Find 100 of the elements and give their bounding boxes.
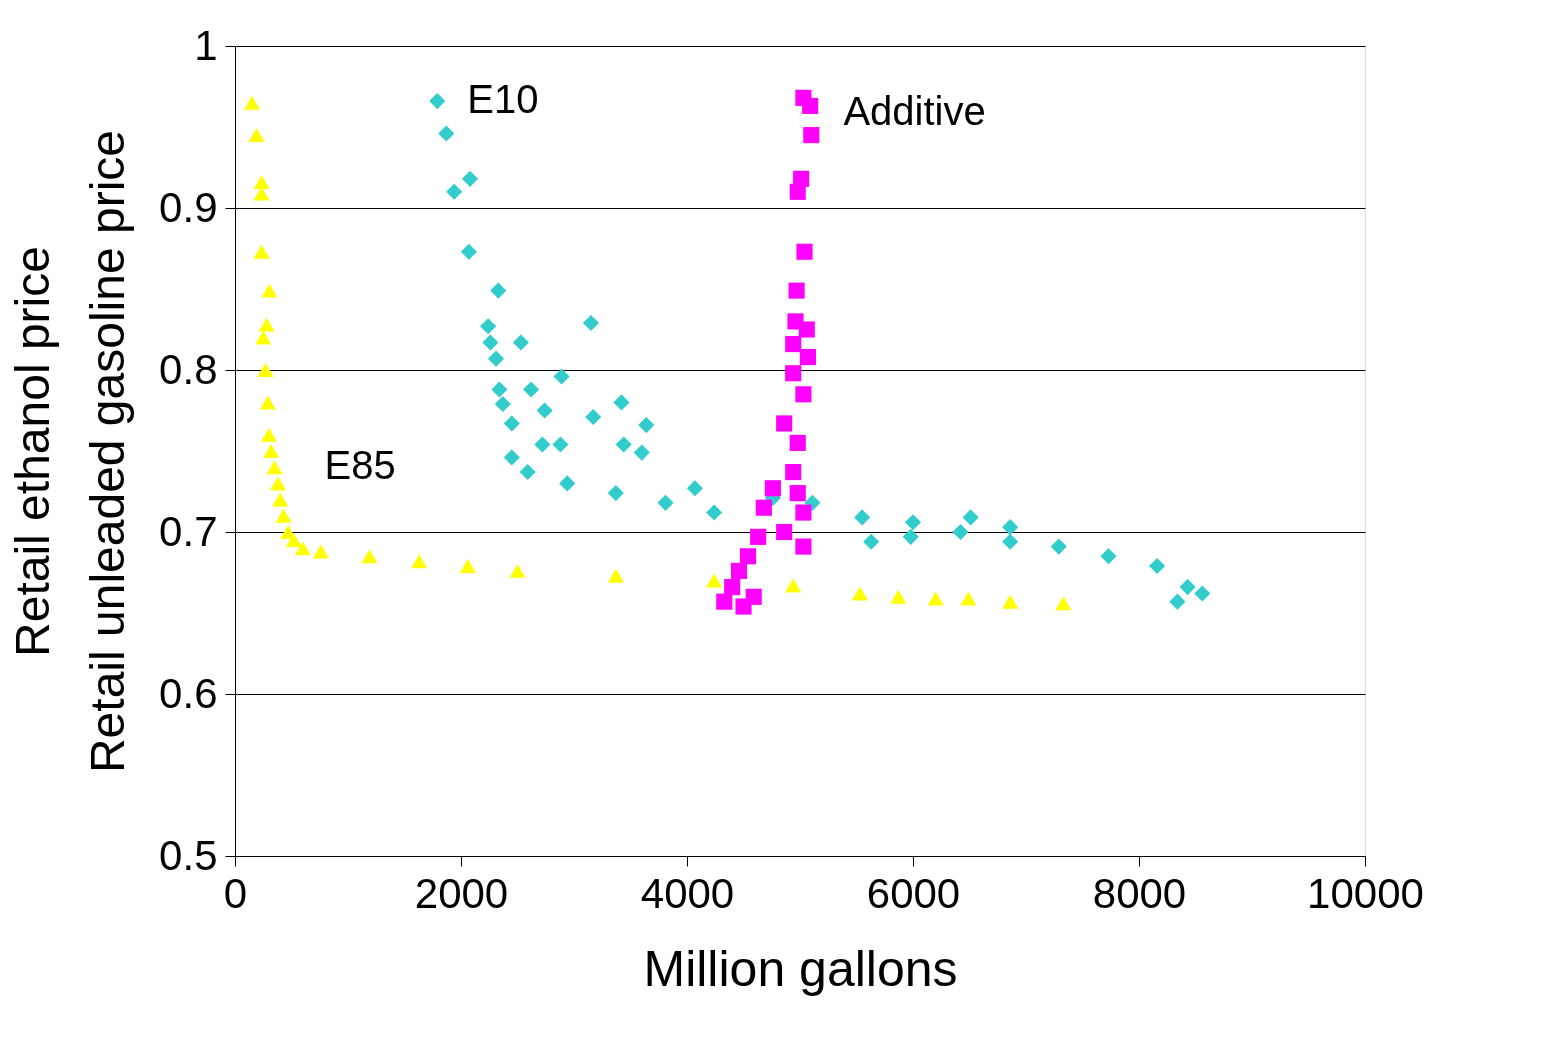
point [1002, 594, 1019, 609]
point [361, 549, 378, 564]
point [503, 415, 520, 432]
x-tick-label: 8000 [1092, 869, 1187, 917]
point [487, 350, 505, 367]
point [962, 509, 979, 526]
point [686, 480, 703, 497]
point [854, 509, 871, 526]
point [459, 559, 476, 573]
point [607, 485, 624, 502]
point [795, 504, 812, 521]
point [776, 415, 793, 432]
point [294, 541, 311, 556]
point [512, 334, 529, 351]
point [272, 492, 289, 507]
point [952, 523, 969, 541]
point [764, 480, 781, 497]
point [890, 589, 907, 604]
point [503, 449, 520, 466]
point [559, 475, 576, 492]
point [243, 95, 261, 110]
point [803, 127, 820, 144]
point [411, 554, 428, 569]
point [259, 395, 276, 410]
point [490, 282, 507, 299]
point [863, 533, 880, 550]
point [429, 93, 446, 110]
point [438, 125, 455, 142]
point [716, 593, 733, 610]
point [536, 402, 553, 419]
point [613, 394, 630, 411]
point [927, 591, 944, 606]
point [607, 568, 624, 583]
point [960, 591, 977, 606]
point [1179, 579, 1196, 596]
point [1100, 548, 1117, 565]
point [585, 408, 602, 426]
point [724, 579, 741, 596]
point [789, 434, 806, 451]
y-tick-label: 0.8 [159, 345, 218, 393]
point [657, 494, 674, 511]
y-tick-label: 0.9 [159, 183, 218, 231]
point [785, 464, 802, 481]
point [1002, 533, 1019, 550]
point [795, 386, 812, 403]
point [799, 348, 816, 366]
point [257, 363, 274, 377]
x-tick-label: 2000 [414, 869, 509, 917]
point [253, 175, 270, 190]
x-axis-title: Million gallons [643, 940, 958, 997]
point [745, 588, 762, 605]
point [1149, 557, 1166, 575]
point [263, 444, 280, 458]
series-label: Additive [843, 88, 986, 133]
point [785, 336, 802, 353]
series-label: E10 [467, 77, 539, 122]
point [1002, 519, 1019, 536]
point [523, 381, 540, 398]
point [248, 128, 265, 143]
point [480, 318, 497, 335]
point [633, 444, 650, 461]
point [802, 97, 819, 114]
point [275, 508, 292, 523]
point [1050, 538, 1067, 555]
point [266, 460, 283, 475]
point [582, 314, 600, 332]
point [788, 282, 805, 299]
point [260, 427, 277, 442]
point [534, 436, 551, 453]
x-tick-label: 4000 [640, 869, 735, 917]
point [730, 562, 748, 579]
point [789, 183, 806, 200]
point [285, 533, 302, 548]
point [494, 395, 511, 413]
point [798, 321, 815, 338]
point [553, 368, 570, 385]
point [461, 170, 479, 187]
point [755, 499, 772, 516]
point [795, 538, 812, 555]
point [519, 464, 536, 481]
x-tick-label: 10000 [1307, 869, 1424, 917]
x-tick-label: 0 [223, 869, 248, 917]
point [269, 476, 286, 491]
point [785, 578, 802, 593]
point [509, 563, 526, 578]
point [460, 243, 477, 260]
point [1194, 585, 1211, 602]
point [750, 528, 767, 545]
point [706, 504, 723, 521]
point [491, 381, 508, 398]
point [796, 243, 813, 260]
point [706, 573, 723, 588]
point [902, 528, 919, 545]
point [785, 365, 802, 382]
point [446, 183, 463, 200]
point [615, 436, 632, 453]
point [851, 586, 868, 601]
y-tick-label: 0.6 [159, 669, 218, 717]
y-tick-label: 0.5 [159, 831, 218, 879]
point [261, 283, 278, 298]
